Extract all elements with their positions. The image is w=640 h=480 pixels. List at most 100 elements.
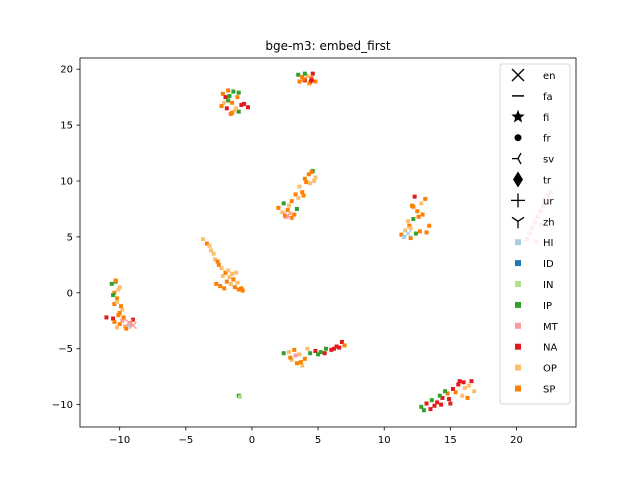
legend-label: fa — [543, 92, 553, 103]
data-point — [223, 270, 228, 275]
data-point — [115, 296, 120, 301]
data-point — [432, 403, 437, 408]
data-point — [440, 395, 445, 400]
data-point — [289, 215, 294, 220]
data-point — [236, 287, 241, 292]
data-point — [334, 344, 339, 349]
star-marker-icon — [511, 109, 525, 123]
y-tick-label: −5 — [58, 344, 73, 355]
data-point — [201, 237, 206, 242]
data-point — [236, 90, 241, 95]
y-tick-label: 5 — [67, 232, 73, 243]
data-point — [112, 302, 117, 306]
data-point — [339, 340, 344, 345]
highlight-x-marker — [124, 319, 133, 327]
data-point — [324, 346, 329, 351]
data-point — [288, 355, 293, 360]
data-point — [300, 363, 305, 368]
tri-left-marker-icon — [517, 152, 522, 159]
data-point — [415, 209, 420, 214]
data-point — [228, 281, 233, 286]
tri-down-marker-icon — [511, 216, 519, 222]
data-point — [112, 319, 117, 324]
data-point — [280, 210, 285, 215]
data-point — [427, 223, 432, 228]
data-point — [115, 325, 120, 330]
data-point — [439, 402, 444, 407]
data-point — [294, 206, 299, 211]
data-point — [222, 100, 227, 105]
legend-swatch-NA — [515, 343, 521, 350]
marker-stroke — [128, 321, 137, 330]
data-point — [111, 293, 116, 298]
data-point — [219, 104, 224, 109]
data-point — [294, 361, 299, 366]
dot-marker-icon — [514, 134, 522, 142]
highlight-x-marker — [404, 229, 412, 238]
data-point — [304, 180, 309, 185]
data-point — [306, 172, 311, 177]
data-point — [289, 357, 294, 362]
data-point — [227, 94, 232, 99]
data-point — [120, 318, 125, 323]
data-point — [417, 229, 422, 234]
data-point — [313, 175, 318, 180]
data-point — [220, 274, 225, 279]
data-point — [308, 80, 313, 85]
legend-box — [499, 63, 571, 405]
y-tick-label: 10 — [60, 177, 73, 188]
data-point — [212, 257, 217, 262]
x-tick-label: −5 — [178, 435, 193, 446]
data-point — [208, 248, 213, 253]
data-point — [424, 401, 429, 406]
data-point — [429, 398, 434, 403]
legend-marker-fr — [514, 134, 522, 142]
data-point — [204, 241, 209, 246]
data-point — [121, 315, 126, 320]
data-point — [309, 170, 314, 175]
y-tick-label: 20 — [60, 65, 73, 76]
diamond-marker-icon — [513, 171, 523, 188]
data-point — [240, 288, 245, 293]
data-point — [117, 310, 122, 315]
data-point — [331, 346, 336, 351]
legend-swatch-IP — [515, 301, 521, 308]
legend-label: IN — [543, 280, 553, 291]
data-point — [115, 299, 120, 304]
data-point — [104, 315, 109, 320]
data-point — [318, 350, 323, 355]
data-point — [423, 196, 428, 201]
data-point — [234, 106, 239, 111]
legend-marker-tr — [513, 171, 523, 188]
data-point — [214, 281, 219, 286]
chart-title: bge-m3: embed_first — [265, 39, 391, 53]
x-tick-label: 10 — [378, 435, 391, 446]
data-point — [472, 389, 477, 394]
data-point — [305, 346, 310, 351]
legend-marker-fi — [511, 109, 525, 123]
data-point — [124, 326, 129, 331]
data-point — [301, 193, 306, 198]
data-point — [224, 279, 229, 284]
data-point — [289, 199, 294, 204]
data-point — [223, 95, 228, 100]
data-point — [218, 284, 223, 289]
data-point — [232, 108, 237, 113]
data-point — [207, 243, 212, 248]
tri-left-marker-icon — [517, 158, 522, 165]
data-point — [293, 192, 298, 197]
data-point — [293, 353, 298, 358]
data-point — [412, 194, 417, 199]
data-point — [238, 394, 243, 399]
data-point — [462, 385, 467, 390]
data-point — [466, 383, 471, 388]
legend-label: fi — [543, 113, 549, 124]
data-point — [216, 262, 221, 267]
data-point — [220, 91, 225, 96]
legend-label: SP — [543, 385, 555, 396]
data-point — [312, 179, 317, 183]
data-point — [469, 379, 474, 384]
data-point — [224, 106, 229, 111]
legend-label: tr — [543, 176, 552, 187]
